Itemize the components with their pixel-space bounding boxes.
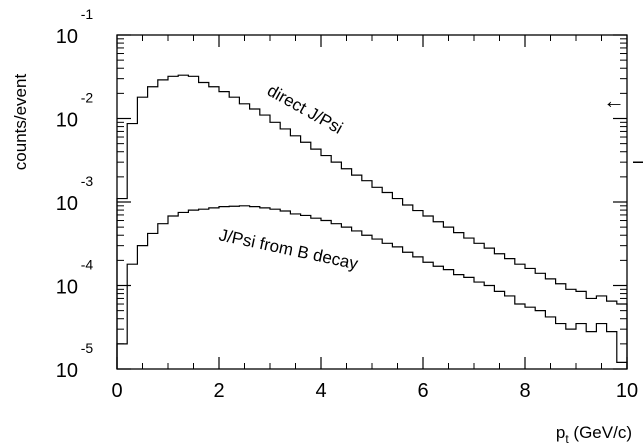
annotation-direct-jpsi: direct J/Psi	[264, 81, 346, 138]
y-tick-exponent: -1	[81, 6, 94, 22]
x-axis-title: pt (GeV/c)	[556, 423, 632, 446]
x-axis-title-main: p	[556, 423, 565, 442]
y-tick-label: 10	[56, 360, 78, 382]
histogram-series-jpsi-from-b-decay	[116, 205, 628, 369]
x-tick-label: 4	[315, 380, 326, 402]
x-tick-label: 8	[519, 380, 530, 402]
plot-frame	[116, 34, 628, 370]
x-axis-title-subscript: t	[565, 432, 569, 446]
y-tick-label: 10	[56, 110, 78, 132]
red-dash-mark: –	[633, 148, 643, 173]
annotation-jpsi-from-b-decay: J/Psi from B decay	[217, 225, 360, 273]
x-tick-label: 6	[417, 380, 428, 402]
y-tick-exponent: -2	[81, 90, 94, 106]
x-tick-label: 10	[616, 380, 638, 402]
x-tick-label: 0	[111, 380, 122, 402]
y-tick-exponent: -4	[81, 257, 94, 273]
x-tick-label: 2	[213, 380, 224, 402]
y-tick-exponent: -5	[81, 340, 94, 356]
y-tick-label: 10	[56, 277, 78, 299]
blue-arrow-mark: ←	[603, 88, 625, 113]
x-axis-title-unit: (GeV/c)	[569, 423, 632, 442]
histogram-series-direct-jpsi	[116, 74, 628, 369]
y-tick-exponent: -3	[81, 173, 94, 189]
y-axis-title: counts/event	[11, 74, 30, 171]
y-tick-label: 10	[56, 193, 78, 215]
y-tick-label: 10	[56, 26, 78, 48]
